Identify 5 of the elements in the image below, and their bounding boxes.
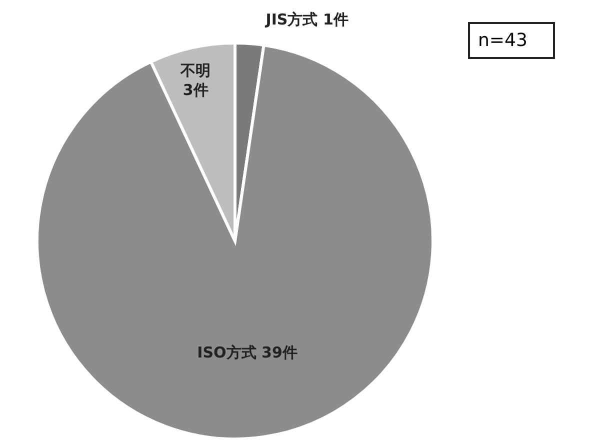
slice-label: 不明 xyxy=(180,61,211,80)
slice-label: JIS方式 1件 xyxy=(264,10,348,29)
data-label: 3件 xyxy=(182,80,208,99)
text: n=43 xyxy=(468,22,556,59)
slice-label: ISO方式 39件 xyxy=(197,344,298,362)
